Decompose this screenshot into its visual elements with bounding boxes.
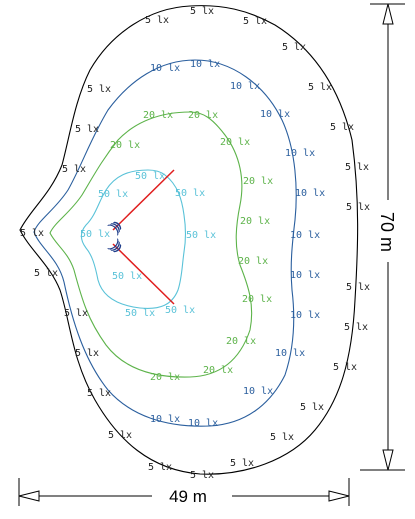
contour-label: 5 lx bbox=[190, 470, 214, 481]
contour-label: 50 lx bbox=[165, 305, 195, 316]
contour-10lx bbox=[33, 59, 297, 427]
luminaire-icons bbox=[107, 221, 122, 253]
contour-label: 10 lx bbox=[285, 148, 315, 159]
contour-label: 50 lx bbox=[98, 189, 128, 200]
luminaire-upper-icon bbox=[107, 221, 122, 236]
contour-label: 50 lx bbox=[186, 230, 216, 241]
contour-label: 10 lx bbox=[243, 386, 273, 397]
contour-label: 10 lx bbox=[150, 63, 180, 74]
contour-label: 5 lx bbox=[87, 388, 111, 399]
contour-label: 50 lx bbox=[175, 188, 205, 199]
contour-label: 20 lx bbox=[226, 336, 256, 347]
beam-upper bbox=[112, 169, 175, 231]
contour-label: 20 lx bbox=[243, 176, 273, 187]
contour-label: 50 lx bbox=[80, 229, 110, 240]
contour-label: 20 lx bbox=[143, 110, 173, 121]
contour-label: 5 lx bbox=[270, 432, 294, 443]
contour-label: 20 lx bbox=[238, 256, 268, 267]
beam-lower bbox=[112, 243, 175, 305]
contour-label: 10 lx bbox=[260, 109, 290, 120]
contour-label: 5 lx bbox=[20, 228, 44, 239]
contour-label: 50 lx bbox=[112, 271, 142, 282]
contour-label: 5 lx bbox=[64, 308, 88, 319]
contour-label: 20 lx bbox=[240, 216, 270, 227]
contour-label: 50 lx bbox=[135, 171, 165, 182]
luminaire-lower-icon bbox=[107, 238, 122, 253]
contour-label: 5 lx bbox=[346, 282, 370, 293]
contour-label: 5 lx bbox=[190, 6, 214, 17]
contour-label: 20 lx bbox=[242, 294, 272, 305]
contour-5lx bbox=[19, 5, 359, 475]
contour-label: 5 lx bbox=[230, 458, 254, 469]
contour-label: 5 lx bbox=[75, 124, 99, 135]
contour-label: 5 lx bbox=[145, 15, 169, 26]
light-beams bbox=[112, 169, 175, 305]
contour-label: 10 lx bbox=[190, 59, 220, 70]
height-label: 70 m bbox=[377, 212, 397, 252]
contour-label: 50 lx bbox=[125, 308, 155, 319]
contour-label: 20 lx bbox=[188, 110, 218, 121]
contour-lines bbox=[19, 5, 359, 475]
contour-label: 5 lx bbox=[62, 164, 86, 175]
contour-label: 10 lx bbox=[290, 270, 320, 281]
contour-label: 5 lx bbox=[300, 402, 324, 413]
contour-label: 20 lx bbox=[203, 365, 233, 376]
contour-50lx bbox=[80, 169, 187, 309]
contour-label: 5 lx bbox=[243, 16, 267, 27]
contour-label: 5 lx bbox=[333, 362, 357, 373]
contour-label: 5 lx bbox=[108, 430, 132, 441]
contour-label: 10 lx bbox=[150, 414, 180, 425]
contour-label: 20 lx bbox=[150, 372, 180, 383]
contour-label: 10 lx bbox=[230, 81, 260, 92]
contour-label: 10 lx bbox=[290, 230, 320, 241]
contour-label: 5 lx bbox=[346, 202, 370, 213]
contour-label: 5 lx bbox=[148, 462, 172, 473]
contour-20lx bbox=[49, 111, 253, 378]
contour-label: 5 lx bbox=[308, 82, 332, 93]
height-dimension bbox=[360, 3, 405, 471]
contour-label: 20 lx bbox=[220, 137, 250, 148]
contour-label: 5 lx bbox=[34, 268, 58, 279]
contour-label: 10 lx bbox=[188, 418, 218, 429]
contour-label: 5 lx bbox=[345, 162, 369, 173]
contour-label: 10 lx bbox=[295, 188, 325, 199]
contour-labels: 5 lx 5 lx 5 lx 5 lx 5 lx 5 lx 5 lx 5 lx 5 lx 5 lx… bbox=[20, 6, 370, 481]
width-label: 49 m bbox=[169, 487, 207, 506]
contour-label: 20 lx bbox=[110, 140, 140, 151]
contour-label: 5 lx bbox=[282, 42, 306, 53]
contour-label: 10 lx bbox=[290, 310, 320, 321]
contour-label: 5 lx bbox=[344, 322, 368, 333]
contour-label: 10 lx bbox=[275, 348, 305, 359]
contour-label: 5 lx bbox=[330, 122, 354, 133]
contour-label: 5 lx bbox=[75, 348, 99, 359]
contour-label: 5 lx bbox=[87, 84, 111, 95]
width-dimension bbox=[18, 478, 350, 506]
